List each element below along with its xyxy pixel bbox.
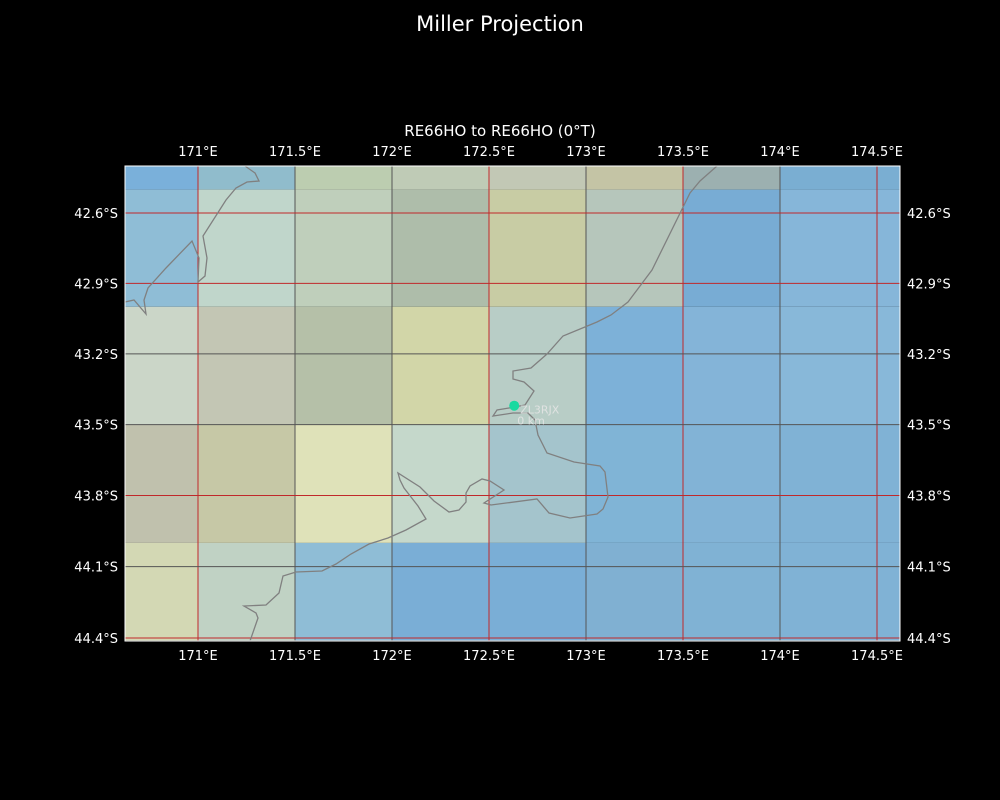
map-tile xyxy=(780,166,900,190)
map-tile xyxy=(125,542,198,641)
map-tile xyxy=(295,306,392,425)
map-tile xyxy=(295,189,392,307)
map-tile xyxy=(489,424,586,543)
map-tile xyxy=(392,166,489,190)
map-tile xyxy=(683,424,780,543)
map-tile xyxy=(683,166,780,190)
map-tile xyxy=(198,189,295,307)
lat-tick-label: 44.1°S xyxy=(74,561,118,576)
lon-tick-label: 171°E xyxy=(178,649,218,664)
lon-tick-label: 172°E xyxy=(372,145,412,160)
lon-tick-label: 171.5°E xyxy=(269,145,321,160)
map-tile xyxy=(295,166,392,190)
map-tile xyxy=(683,306,780,425)
map-tile xyxy=(295,542,392,641)
lat-tick-label: 42.9°S xyxy=(74,277,118,292)
map-tile xyxy=(683,189,780,307)
lon-tick-label: 174°E xyxy=(760,145,800,160)
lat-tick-label: 42.6°S xyxy=(74,207,118,222)
lat-tick-label: 43.5°S xyxy=(907,419,951,434)
map-tile xyxy=(489,306,586,425)
lon-tick-label: 171.5°E xyxy=(269,649,321,664)
coastline xyxy=(241,165,718,642)
map-frame xyxy=(124,165,901,642)
map-tile xyxy=(586,189,683,307)
lat-tick-label: 43.5°S xyxy=(74,419,118,434)
map-tile xyxy=(780,189,900,307)
map-tile xyxy=(198,424,295,543)
lon-tick-label: 172.5°E xyxy=(463,145,515,160)
lat-tick-label: 42.6°S xyxy=(907,207,951,222)
map-tile xyxy=(489,542,586,641)
station-marker[interactable] xyxy=(509,400,520,411)
lat-tick-label: 44.4°S xyxy=(907,632,951,647)
lat-tick-label: 44.4°S xyxy=(74,632,118,647)
station-callsign: ZL3RJX xyxy=(520,404,560,417)
coastline xyxy=(124,165,261,317)
map-tile xyxy=(586,542,683,641)
map-tile xyxy=(780,542,900,641)
tile-layer xyxy=(125,166,900,641)
map-tile xyxy=(780,306,900,425)
map-tile xyxy=(125,424,198,543)
map-tile xyxy=(392,306,489,425)
map-title: Miller Projection xyxy=(416,12,584,36)
map-tile xyxy=(125,189,198,307)
map-tile xyxy=(198,166,295,190)
station-distance: 0 km xyxy=(517,415,545,428)
map-tile xyxy=(392,542,489,641)
map-tile xyxy=(489,166,586,190)
map-tile xyxy=(489,189,586,307)
lon-tick-label: 174.5°E xyxy=(851,649,903,664)
tick-labels: 171°E 171°E 171.5°E 171.5°E 172°E 172°E 172.5°… xyxy=(74,145,950,664)
lon-tick-label: 173.5°E xyxy=(657,649,709,664)
map-subtitle: RE66HO to RE66HO (0°T) xyxy=(404,122,596,140)
map-tile xyxy=(586,166,683,190)
lon-tick-label: 174.5°E xyxy=(851,145,903,160)
lon-tick-label: 174°E xyxy=(760,649,800,664)
lon-tick-label: 173°E xyxy=(566,145,606,160)
lon-tick-label: 173.5°E xyxy=(657,145,709,160)
lat-tick-label: 42.9°S xyxy=(907,277,951,292)
map-tile xyxy=(198,306,295,425)
map-tile xyxy=(125,166,198,190)
map-tile xyxy=(392,189,489,307)
map-tile xyxy=(780,424,900,543)
lon-tick-label: 171°E xyxy=(178,145,218,160)
graticule xyxy=(125,166,900,641)
lon-tick-label: 173°E xyxy=(566,649,606,664)
map-tile xyxy=(198,542,295,641)
lat-tick-label: 43.8°S xyxy=(907,490,951,505)
map-tile xyxy=(586,424,683,543)
lat-tick-label: 43.8°S xyxy=(74,490,118,505)
lat-tick-label: 43.2°S xyxy=(74,348,118,363)
lon-tick-label: 172°E xyxy=(372,649,412,664)
map-tile xyxy=(586,306,683,425)
map-tile xyxy=(125,306,198,425)
map-tile xyxy=(295,424,392,543)
lat-tick-label: 44.1°S xyxy=(907,561,951,576)
map-tile xyxy=(683,542,780,641)
lat-tick-label: 43.2°S xyxy=(907,348,951,363)
lon-tick-label: 172.5°E xyxy=(463,649,515,664)
